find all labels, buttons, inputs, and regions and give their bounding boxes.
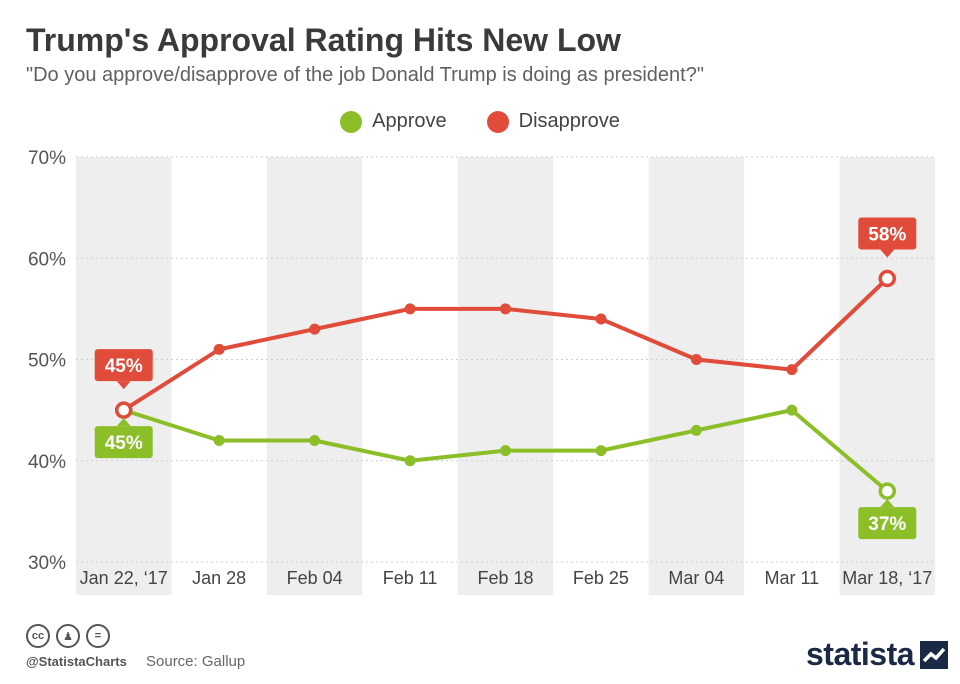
social-handle: @StatistaCharts [26, 654, 127, 669]
data-point-approve [786, 404, 798, 416]
callout-label-disapprove: 45% [105, 356, 143, 377]
callout-pointer-approve [116, 418, 131, 427]
data-point-approve [213, 435, 225, 446]
legend-item-disapprove: Disapprove [486, 110, 620, 133]
legend-item-approve: Approve [340, 110, 447, 133]
x-tick-label: Mar 04 [668, 568, 724, 588]
background-band [648, 157, 745, 595]
data-point-disapprove [114, 401, 133, 419]
brand-name: statista [806, 636, 915, 672]
data-point-approve [309, 435, 321, 446]
chart-subtitle: "Do you approve/disapprove of the job Do… [26, 64, 704, 86]
data-point-disapprove [786, 364, 798, 376]
x-tick-label: Mar 11 [764, 568, 819, 588]
legend-swatch-approve [340, 110, 363, 133]
data-point-disapprove [878, 269, 897, 288]
x-tick-label: Mar 18, ‘17 [842, 568, 932, 588]
y-tick-label: 60% [28, 249, 66, 270]
callout-label-approve: 45% [105, 433, 143, 454]
chart-legend: Approve Disapprove [0, 110, 960, 133]
background-band [457, 157, 554, 595]
x-tick-label: Jan 22, ‘17 [80, 568, 168, 588]
x-tick-label: Jan 28 [192, 568, 246, 588]
brand-mark-icon [920, 640, 949, 669]
callout-pointer-disapprove [116, 381, 131, 390]
no-derivatives-icon: = [86, 624, 110, 648]
data-point-approve [500, 445, 511, 457]
callout-label-disapprove: 58% [868, 225, 906, 246]
x-tick-label: Feb 25 [573, 568, 629, 588]
callout-box-disapprove [94, 349, 153, 382]
callout-box-disapprove [858, 217, 917, 250]
background-band [266, 157, 363, 595]
callout-pointer-disapprove [880, 249, 895, 258]
cc-icon: cc [26, 624, 50, 648]
callout-box-approve [858, 507, 917, 540]
brand-logo: statista [806, 636, 949, 673]
y-tick-label: 70% [28, 148, 66, 169]
y-tick-label: 30% [28, 553, 66, 574]
chart-title: Trump's Approval Rating Hits New Low [26, 22, 621, 58]
data-point-disapprove [309, 323, 321, 335]
data-point-disapprove [595, 313, 607, 325]
data-point-approve [595, 445, 607, 457]
data-point-approve [404, 455, 416, 467]
attribution-icon: ♟ [56, 624, 80, 648]
legend-label-approve: Approve [372, 110, 447, 132]
x-tick-label: Feb 18 [477, 568, 533, 588]
callout-label-approve: 37% [868, 514, 906, 535]
legend-swatch-disapprove [486, 110, 509, 133]
data-point-approve [690, 424, 702, 436]
license-icons: cc ♟ = [26, 624, 110, 648]
source-note: Source: Gallup [146, 653, 246, 670]
y-tick-label: 40% [28, 452, 66, 473]
x-tick-label: Feb 04 [287, 568, 343, 588]
x-tick-label: Feb 11 [383, 568, 438, 588]
data-point-disapprove [213, 343, 225, 355]
data-point-disapprove [500, 303, 511, 315]
callout-pointer-approve [880, 499, 895, 508]
data-point-approve [878, 482, 897, 500]
legend-label-disapprove: Disapprove [518, 110, 620, 132]
data-point-disapprove [690, 354, 702, 365]
data-point-disapprove [404, 303, 416, 315]
y-tick-label: 50% [28, 351, 66, 372]
callout-box-approve [94, 426, 153, 459]
